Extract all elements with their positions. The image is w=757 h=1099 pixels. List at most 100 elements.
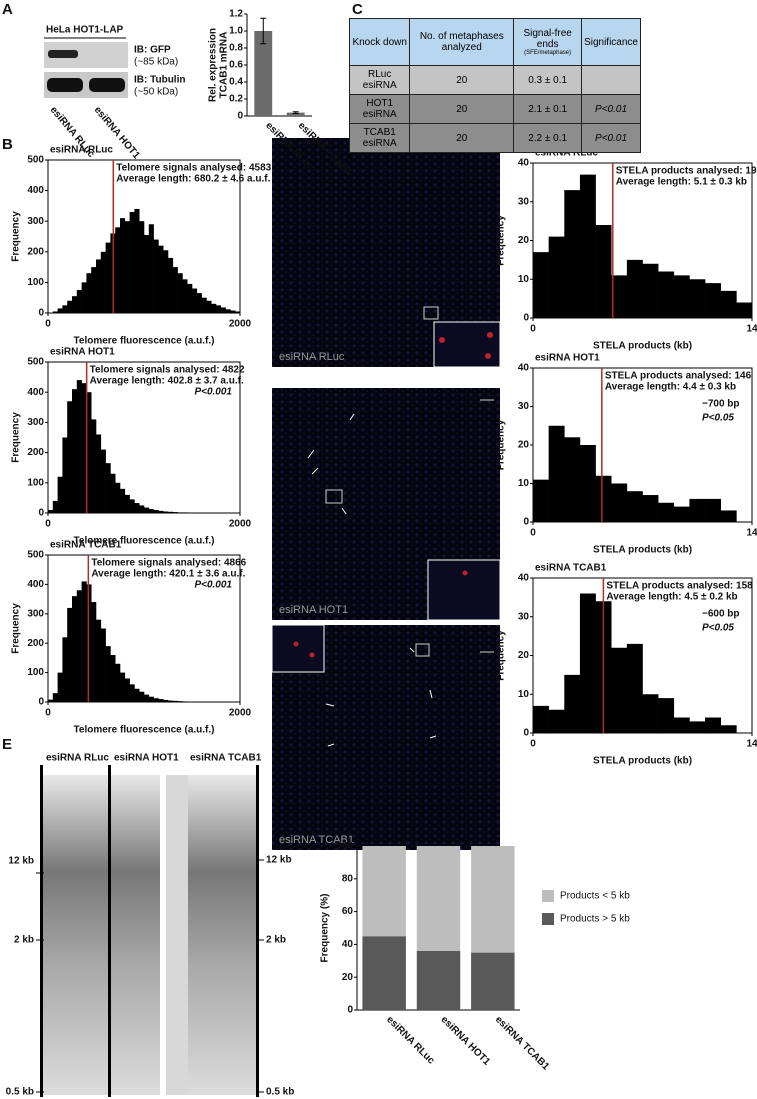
annotation: −600 bp <box>702 609 740 620</box>
y-tick-label: 0.6 <box>229 60 243 71</box>
bar <box>144 694 150 702</box>
chart-title: esiRNA RLuc <box>535 148 598 159</box>
bar <box>48 509 54 513</box>
header-sub: (SFE/metaphase) <box>524 50 572 56</box>
bar <box>168 511 174 513</box>
y-tick-label: 100 <box>27 667 44 678</box>
bar <box>548 236 565 318</box>
blot-title: HeLa HOT1-LAP <box>46 25 124 36</box>
bar <box>153 698 159 702</box>
bar <box>182 279 188 313</box>
y-tick-label: 0 <box>347 1005 353 1016</box>
bar <box>72 596 78 702</box>
y-tick-label: 300 <box>27 216 44 227</box>
x-tick-label: 14 <box>746 528 757 539</box>
bar <box>548 425 565 522</box>
bar <box>124 494 130 513</box>
bar <box>67 607 73 702</box>
table-cell: HOT1 esiRNA <box>348 94 411 124</box>
micrograph-label: esiRNA TCAB1 <box>279 834 354 846</box>
y-tick-label: 0.8 <box>229 43 243 54</box>
bar <box>720 290 737 318</box>
micrograph: esiRNA HOT1 <box>272 388 501 621</box>
x-tick-label: 2000 <box>229 519 252 530</box>
chart-title: esiRNA TCAB1 <box>535 563 607 574</box>
x-tick-label: 14 <box>746 739 757 750</box>
annotation: Average length: 420.1 ± 3.6 a.u.f. <box>91 569 245 580</box>
y-axis-label: TCAB1 mRNA <box>219 32 230 99</box>
table-cell: RLuc esiRNA <box>348 65 411 95</box>
bar <box>62 437 68 513</box>
bar <box>105 463 111 513</box>
micrograph-label: esiRNA HOT1 <box>279 604 348 616</box>
bar <box>168 700 174 702</box>
annotation: STELA products analysed: 146 <box>605 371 752 382</box>
bar <box>658 271 675 318</box>
bar <box>57 308 63 313</box>
gel-marker: 2 kb <box>266 935 286 946</box>
x-tick-label: 0 <box>45 708 51 719</box>
bar <box>124 678 130 702</box>
table-cell: 0.3 ± 0.1 <box>513 65 583 95</box>
bar <box>579 593 596 733</box>
bar <box>216 305 222 313</box>
bar <box>206 300 212 313</box>
table-cell: P<0.01 <box>581 123 641 153</box>
bar <box>579 174 596 318</box>
bar <box>220 307 226 313</box>
x-axis-label: Telomere fluorescence (a.u.f.) <box>74 336 215 347</box>
bar <box>96 434 102 513</box>
x-axis-label: STELA products (kb) <box>593 545 692 556</box>
y-tick-label: 20 <box>518 650 530 661</box>
y-tick-label: 100 <box>27 277 44 288</box>
gel-marker: 0.5 kb <box>266 1087 294 1098</box>
bar <box>139 221 145 313</box>
chart-title: esiRNA HOT1 <box>50 347 115 358</box>
bar <box>67 401 73 513</box>
bar <box>48 699 54 702</box>
plot-frame <box>532 577 753 734</box>
bar <box>286 112 305 116</box>
bar <box>254 31 273 116</box>
bar <box>86 392 92 513</box>
bar <box>120 672 126 702</box>
bar <box>626 259 643 318</box>
y-tick-label: 200 <box>27 447 44 458</box>
panel-label: B <box>2 136 13 153</box>
bar <box>168 257 174 313</box>
bar <box>115 227 121 313</box>
bar <box>105 242 111 313</box>
annotation: Average length: 402.8 ± 3.7 a.u.f. <box>90 376 244 387</box>
y-tick-label: 100 <box>336 841 353 852</box>
y-tick-label: 40 <box>342 939 354 950</box>
bar <box>579 445 596 522</box>
y-tick-label: 1.2 <box>229 9 243 20</box>
bar <box>626 491 643 522</box>
y-tick-label: 20 <box>518 440 530 451</box>
bar <box>705 498 722 522</box>
bar <box>211 303 217 313</box>
bar <box>720 725 737 733</box>
annotation: Average length: 5.1 ± 0.3 kb <box>616 177 747 188</box>
bar <box>62 305 68 313</box>
y-tick-label: 0 <box>38 697 44 708</box>
blot-band <box>48 50 78 58</box>
y-tick-label: 20 <box>518 235 530 246</box>
blot-label: IB: Tubulin <box>134 75 185 86</box>
table-header: Knock down No. of metaphases analyzed Si… <box>348 18 641 66</box>
bar <box>120 218 126 313</box>
bar <box>129 212 135 313</box>
y-axis-label: Frequency <box>11 211 22 262</box>
bar <box>134 208 140 313</box>
bar <box>158 699 164 702</box>
table-cell: 2.2 ± 0.1 <box>513 123 583 153</box>
bar <box>673 506 690 522</box>
bar <box>76 290 82 313</box>
annotation: P<0.001 <box>194 580 232 591</box>
annotation: Average length: 4.5 ± 0.2 kb <box>606 592 737 603</box>
y-axis-label: Frequency <box>11 603 22 654</box>
y-tick-label: 40 <box>518 363 530 374</box>
bar <box>564 190 581 318</box>
bar <box>595 225 612 318</box>
bar <box>611 647 628 733</box>
